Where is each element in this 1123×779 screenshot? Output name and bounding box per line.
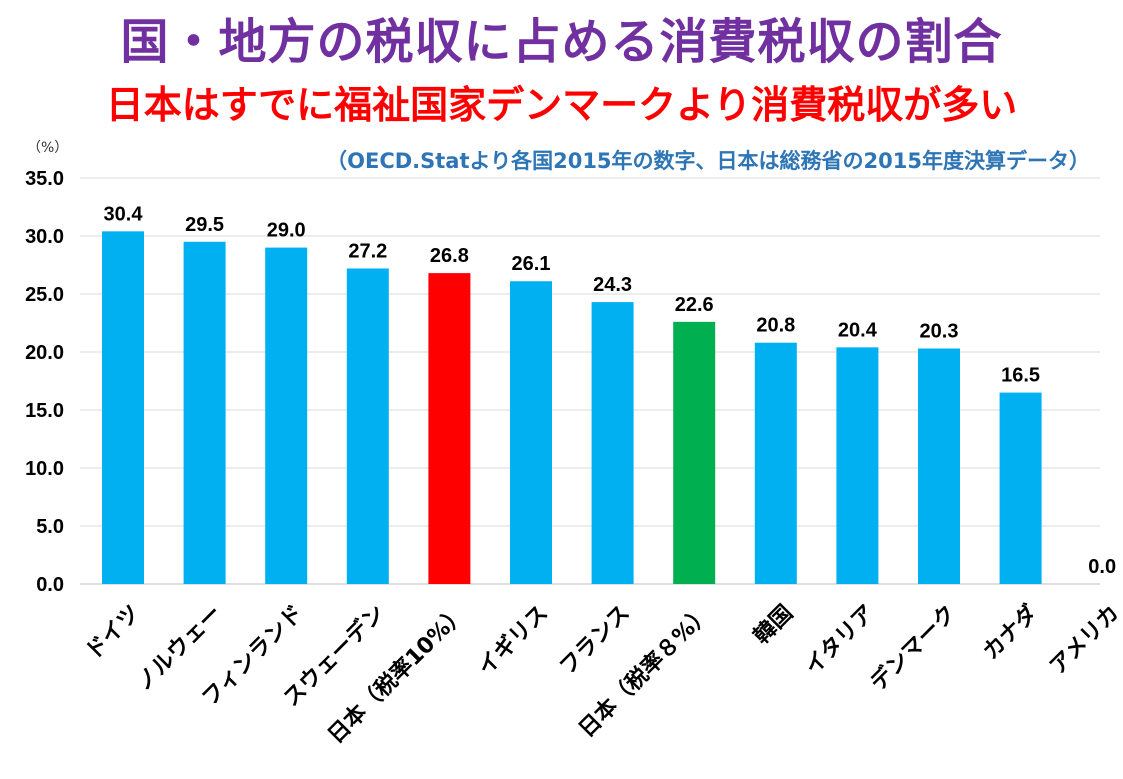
x-category-label: イギリス: [473, 601, 553, 681]
y-tick-label: 35.0: [25, 168, 64, 190]
y-axis-unit: （%）: [27, 140, 69, 156]
bar: [836, 347, 879, 584]
data-label: 0.0: [1088, 556, 1116, 578]
bar: [510, 281, 552, 584]
chart-title: 国・地方の税収に占める消費税収の割合: [120, 14, 1003, 70]
y-tick-label: 15.0: [25, 400, 64, 422]
bar: [428, 273, 471, 584]
x-category-label: 日本（税率10%）: [323, 600, 472, 749]
bar: [673, 321, 716, 584]
data-label: 22.6: [675, 294, 714, 316]
y-tick-label: 5.0: [36, 516, 64, 538]
data-label: 26.1: [512, 253, 551, 275]
data-label: 24.3: [593, 274, 632, 296]
x-category-label: デンマーク: [865, 600, 961, 696]
x-category-label: アメリカ: [1045, 601, 1123, 680]
bar: [918, 348, 960, 584]
chart-subtitle: 日本はすでに福祉国家デンマークより消費税収が多い: [105, 83, 1018, 127]
bar: [183, 241, 226, 585]
y-tick-label: 0.0: [36, 574, 64, 596]
x-category-label: フランス: [555, 601, 635, 681]
bar: [591, 302, 634, 584]
bar: [265, 247, 308, 584]
data-labels: 30.4 29.5 29.0 27.2 26.8 26.1 24.3 22.6 20.8 20.4…: [104, 203, 1117, 578]
x-category-label: ドイツ: [81, 601, 145, 665]
data-label: 16.5: [1001, 365, 1040, 387]
bars: [102, 231, 1042, 585]
data-label: 29.5: [185, 214, 224, 236]
x-category-label: 韓国: [749, 600, 799, 650]
x-category-label: カナダ: [978, 600, 1043, 665]
y-tick-label: 30.0: [25, 226, 64, 248]
bar: [102, 231, 144, 585]
data-label: 20.4: [838, 319, 878, 341]
data-label: 27.2: [348, 240, 387, 262]
data-label: 30.4: [104, 203, 144, 225]
y-tick-label: 25.0: [25, 284, 64, 306]
data-label: 20.8: [756, 315, 795, 337]
bar: [754, 342, 797, 584]
source-note: （OECD.Statより各国2015年の数字、日本は総務省の2015年度決算デー…: [326, 149, 1090, 173]
x-category-label: 日本（税率８%）: [574, 600, 717, 743]
data-label: 26.8: [430, 245, 469, 267]
data-label: 20.3: [920, 321, 959, 343]
y-axis-ticks: 0.0 5.0 10.0 15.0 20.0 25.0 30.0 35.0: [25, 168, 64, 596]
x-category-label: イタリア: [800, 601, 879, 680]
y-tick-label: 10.0: [25, 458, 64, 480]
bar: [999, 392, 1042, 584]
bar: [346, 268, 389, 584]
data-label: 29.0: [267, 220, 306, 242]
y-tick-label: 20.0: [25, 342, 64, 364]
